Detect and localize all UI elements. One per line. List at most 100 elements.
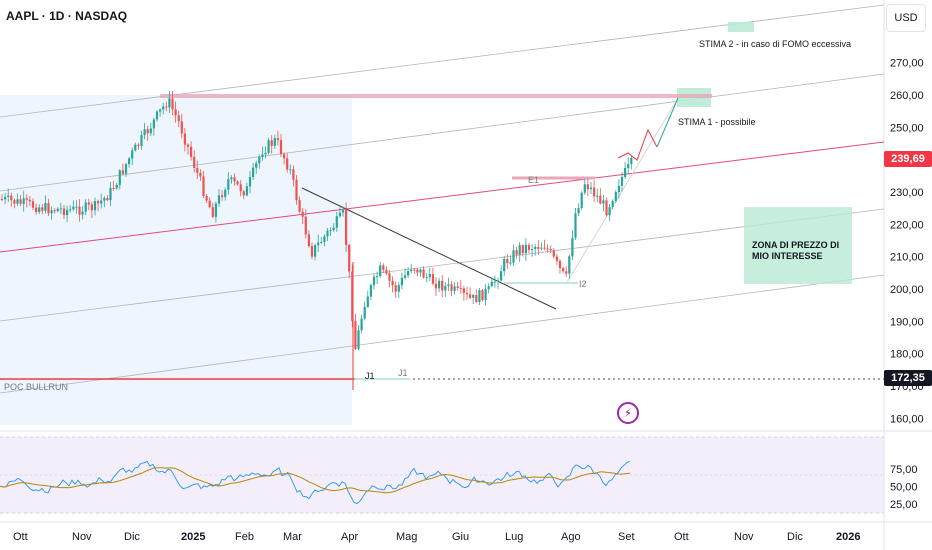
- candle: [360, 314, 363, 334]
- candle: [38, 204, 41, 215]
- time-tick-label: Ott: [674, 531, 689, 543]
- candle: [242, 189, 245, 200]
- candle: [627, 157, 630, 174]
- candle: [149, 122, 152, 137]
- candle-body: [428, 274, 431, 278]
- candle: [438, 277, 441, 293]
- candle-body: [109, 187, 112, 201]
- candle-body: [230, 177, 233, 180]
- candle-body: [202, 176, 205, 197]
- candle: [314, 243, 317, 261]
- candle: [31, 198, 35, 210]
- candle: [90, 201, 93, 218]
- candle-body: [391, 280, 394, 286]
- candle-body: [84, 202, 87, 212]
- candle: [407, 267, 410, 279]
- candle-body: [186, 144, 190, 147]
- time-tick-label: Apr: [341, 531, 358, 543]
- candle-body: [69, 209, 72, 211]
- candle-body: [385, 269, 388, 274]
- candle-body: [264, 152, 267, 155]
- candle: [385, 266, 388, 276]
- candle: [493, 275, 496, 288]
- candle-body: [624, 168, 627, 177]
- candle: [310, 242, 314, 260]
- candle-body: [292, 169, 295, 180]
- candle: [267, 137, 270, 155]
- candle-body: [487, 286, 490, 290]
- candle: [496, 277, 500, 289]
- channel-line-4: [0, 274, 885, 394]
- candle-body: [496, 280, 500, 282]
- candle-body: [503, 259, 506, 272]
- candle-body: [236, 181, 239, 185]
- annotation-poc: POC BULLRUN: [4, 382, 69, 392]
- candle: [10, 192, 13, 207]
- candle: [47, 198, 50, 216]
- candle-body: [317, 242, 320, 246]
- candle-body: [124, 164, 128, 174]
- candle-body: [577, 208, 580, 214]
- candle: [425, 273, 428, 283]
- candle-body: [552, 250, 555, 257]
- candle-body: [490, 281, 493, 287]
- candle: [531, 244, 534, 257]
- candle-body: [397, 285, 400, 292]
- lightning-icon[interactable]: ⚡: [617, 402, 639, 424]
- candle-body: [376, 276, 379, 278]
- candle-body: [41, 207, 44, 211]
- candle-body: [13, 200, 16, 204]
- candle: [441, 275, 444, 298]
- candle: [456, 281, 459, 291]
- candle: [124, 162, 128, 177]
- currency-button[interactable]: USD: [886, 4, 926, 32]
- candle-body: [233, 177, 236, 182]
- candle-body: [537, 246, 540, 249]
- candle-body: [493, 281, 496, 283]
- candle-body: [605, 200, 608, 216]
- candle: [298, 196, 301, 214]
- candle-body: [565, 271, 568, 274]
- candle-body: [431, 274, 434, 284]
- time-tick-label: Feb: [235, 531, 254, 543]
- candle: [307, 230, 310, 248]
- candle: [180, 113, 183, 139]
- candle-body: [515, 250, 518, 255]
- candle-body: [87, 202, 90, 205]
- candle-body: [50, 210, 53, 214]
- candle: [276, 130, 279, 146]
- candle-body: [425, 277, 428, 279]
- candle-body: [369, 285, 372, 297]
- candle-body: [509, 262, 512, 264]
- candle: [428, 267, 431, 282]
- price-tick-label: 270,00: [890, 58, 924, 70]
- candle: [478, 287, 481, 306]
- time-tick-label: Mag: [396, 531, 417, 543]
- candle: [574, 207, 577, 240]
- candle: [103, 196, 106, 208]
- candle: [512, 244, 515, 266]
- candle: [292, 165, 295, 187]
- price-tick-label: 230,00: [890, 187, 924, 199]
- candle-body: [180, 121, 183, 134]
- candle-body: [527, 245, 531, 251]
- candle-body: [611, 201, 614, 208]
- candle: [87, 198, 90, 211]
- annotation-e1: E1: [528, 175, 540, 185]
- candle-body: [630, 158, 633, 165]
- candle-body: [465, 292, 469, 295]
- candle: [620, 172, 624, 192]
- highlight-range: [0, 95, 352, 425]
- candle: [159, 108, 162, 117]
- candle: [326, 228, 329, 242]
- annotation-j1-a: J1: [365, 371, 375, 381]
- candle-body: [19, 199, 22, 204]
- candle: [593, 180, 596, 203]
- candle-body: [121, 170, 124, 174]
- candle: [369, 283, 372, 300]
- candle-body: [617, 185, 620, 192]
- candle-body: [521, 245, 524, 254]
- candle-body: [242, 191, 245, 196]
- candle: [146, 125, 149, 141]
